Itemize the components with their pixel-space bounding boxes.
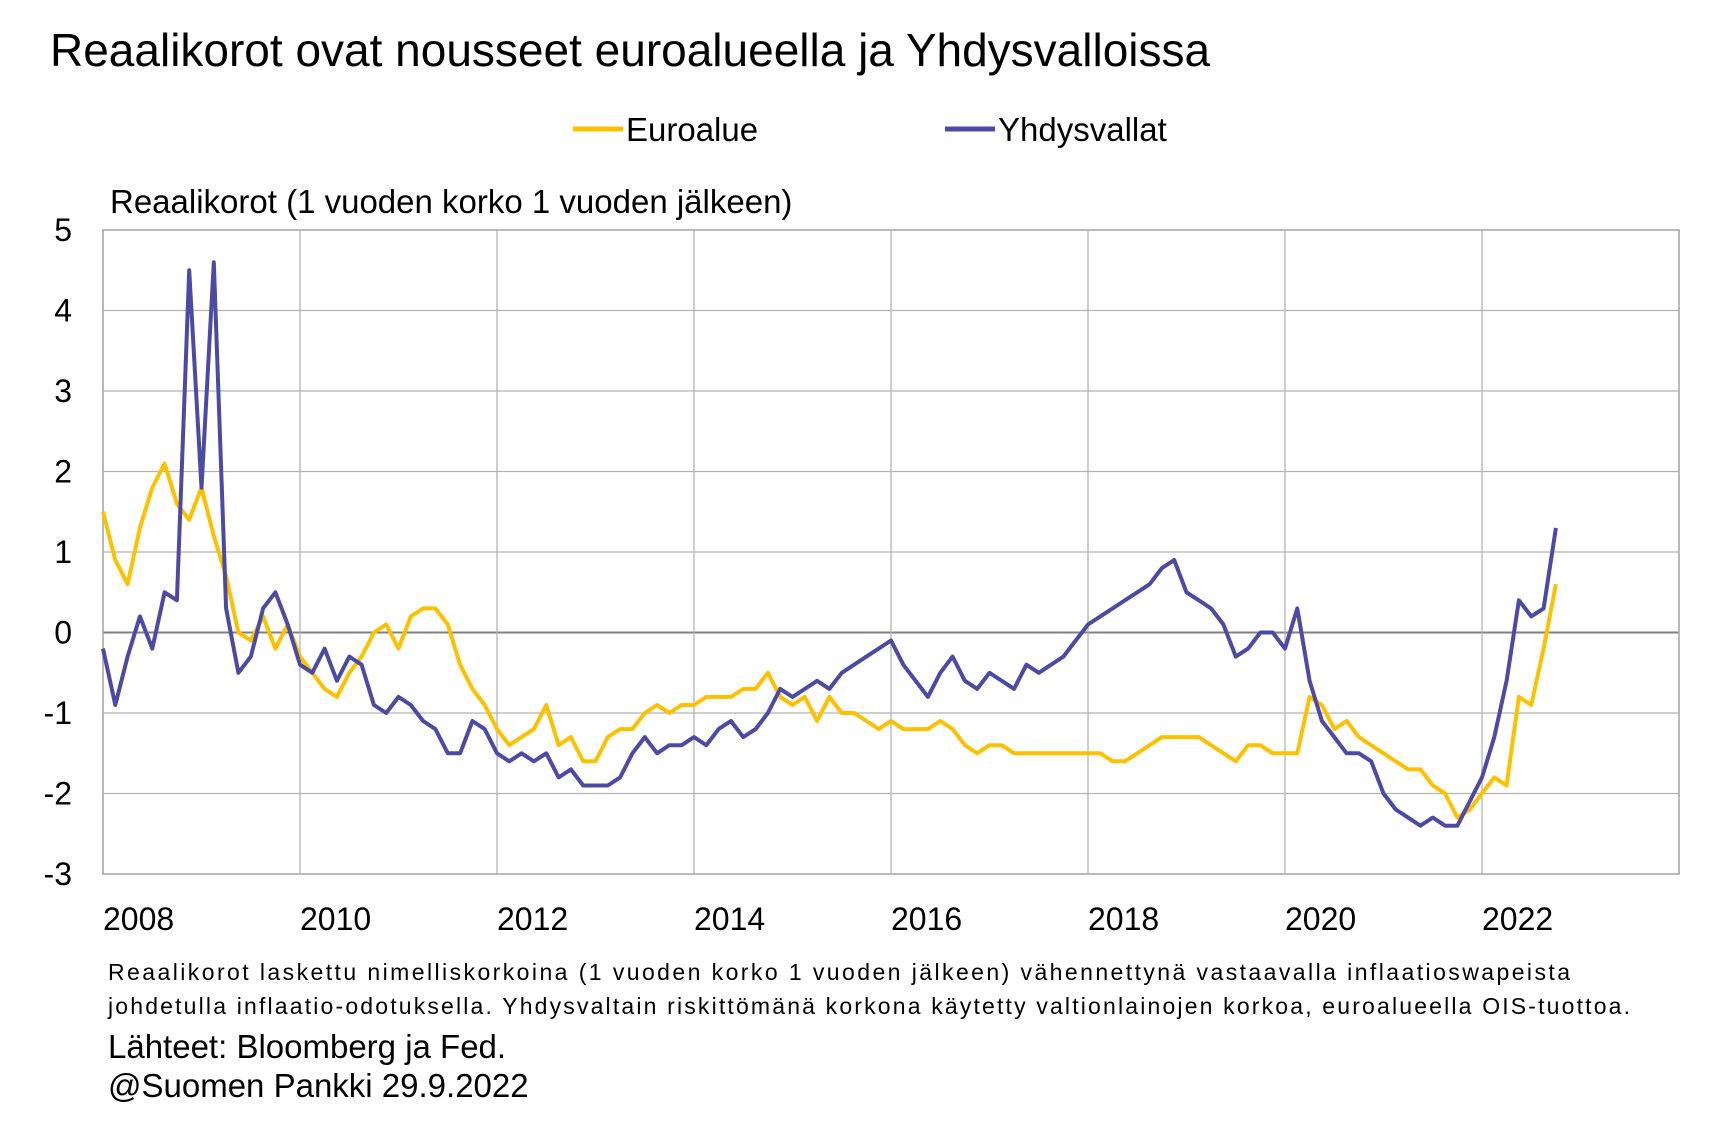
footnote: Reaalikorot laskettu nimelliskorkoina (1… [108, 959, 1570, 985]
y-tick-label: -2 [44, 776, 72, 812]
x-tick-label: 2014 [694, 901, 765, 937]
x-tick-label: 2016 [891, 901, 962, 937]
y-tick-label: 5 [54, 212, 72, 248]
chart-title: Reaalikorot ovat nousseet euroalueella j… [50, 24, 1211, 76]
x-tick-label: 2010 [300, 901, 371, 937]
credit: @Suomen Pankki 29.9.2022 [108, 1067, 529, 1104]
x-tick-label: 2008 [103, 901, 174, 937]
y-tick-label: 3 [54, 373, 72, 409]
y-axis-label: Reaalikorot (1 vuoden korko 1 vuoden jäl… [110, 183, 792, 220]
series-line [101, 260, 1558, 828]
x-tick-label: 2020 [1285, 901, 1356, 937]
y-tick-label: 1 [54, 534, 72, 570]
x-tick-label: 2018 [1088, 901, 1159, 937]
y-tick-label: 0 [54, 615, 72, 651]
y-tick-label: -1 [44, 695, 72, 731]
series-line [101, 461, 1558, 820]
legend-label: Yhdysvallat [998, 111, 1167, 148]
source: Lähteet: Bloomberg ja Fed. [108, 1028, 506, 1065]
y-tick-label: -3 [44, 856, 72, 892]
footnote: johdetulla inflaatio-odotuksella. Yhdysv… [107, 993, 1630, 1019]
x-tick-label: 2012 [497, 901, 568, 937]
legend-label: Euroalue [626, 111, 758, 148]
y-tick-label: 4 [54, 293, 72, 329]
x-tick-label: 2022 [1482, 901, 1553, 937]
y-tick-label: 2 [54, 454, 72, 490]
